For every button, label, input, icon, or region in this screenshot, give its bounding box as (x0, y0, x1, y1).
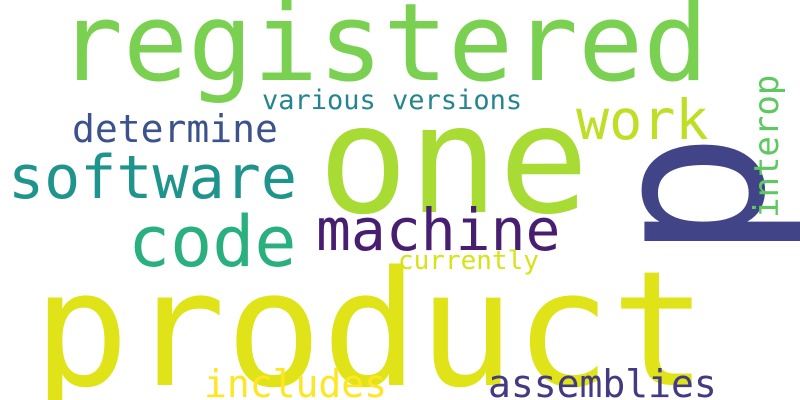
word-includes: includes (204, 362, 388, 400)
word-product: product (33, 236, 708, 400)
word-assemblies: assemblies (488, 362, 717, 400)
word-various-versions: various versions (262, 85, 523, 116)
word-interop: interop (747, 74, 787, 218)
word-machine: machine (316, 196, 561, 264)
word-software: software (8, 143, 297, 213)
word-registered: registered (58, 0, 709, 106)
word-code: code (128, 201, 297, 283)
word-work: work (576, 88, 709, 152)
word-currently: currently (398, 246, 539, 276)
word-one: one (318, 74, 589, 248)
word-determine: determine (72, 107, 278, 151)
